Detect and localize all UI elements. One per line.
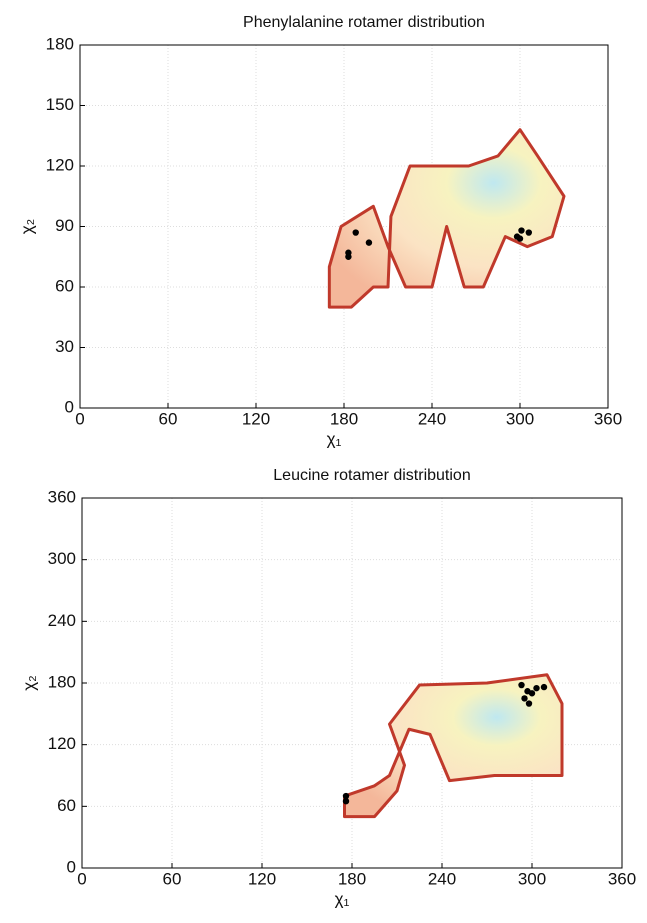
y-axis-label: χ₂: [19, 675, 38, 691]
rotamer-point: [342, 792, 350, 800]
y-tick-label: 0: [67, 857, 76, 876]
y-tick-label: 120: [48, 734, 76, 753]
x-axis-label: χ₁: [335, 889, 350, 908]
rotamer-point: [525, 700, 533, 707]
axes-frame: [81, 497, 623, 869]
y-tick-label: 30: [55, 337, 74, 356]
x-tick-label: 60: [163, 869, 182, 888]
y-tick-label: 360: [48, 487, 76, 506]
x-tick-label: 360: [594, 409, 622, 428]
x-tick-label: 180: [330, 409, 358, 428]
rotamer-point: [533, 684, 540, 692]
rotamer-point: [516, 235, 524, 242]
rotamer-point: [540, 683, 548, 691]
x-tick-label: 0: [75, 409, 84, 428]
x-tick-label: 300: [506, 409, 534, 428]
x-tick-label: 120: [248, 869, 276, 888]
y-tick-label: 180: [46, 34, 74, 53]
x-tick-label: 300: [518, 869, 546, 888]
y-tick-label: 300: [48, 549, 76, 568]
density-region: [343, 673, 564, 819]
x-axis-label: χ₁: [327, 429, 342, 448]
rotamer-point: [518, 681, 525, 689]
rotamer-point: [528, 690, 536, 697]
x-tick-label: 240: [428, 869, 456, 888]
y-axis-label: χ₂: [17, 219, 36, 235]
y-tick-label: 240: [48, 611, 76, 630]
y-tick-label: 180: [48, 672, 76, 691]
chart-title: Phenylalanine rotamer distribution: [243, 14, 485, 31]
rotamer-point: [352, 229, 359, 236]
y-tick-label: 90: [55, 216, 74, 235]
x-tick-label: 180: [338, 869, 366, 888]
rotamer-point: [521, 695, 528, 702]
rotamer-point: [345, 253, 352, 260]
x-tick-label: 360: [608, 869, 636, 888]
x-tick-label: 60: [159, 409, 178, 428]
rotamer-point: [518, 227, 525, 234]
axes-frame: [79, 44, 609, 409]
x-tick-label: 240: [418, 409, 446, 428]
y-tick-label: 120: [46, 155, 74, 174]
y-tick-label: 60: [55, 276, 74, 295]
rotamer-point: [365, 239, 373, 246]
rotamer-point: [342, 797, 350, 805]
x-tick-label: 0: [77, 869, 86, 888]
density-region: [327, 128, 566, 309]
x-tick-label: 120: [242, 409, 270, 428]
y-tick-label: 60: [57, 796, 76, 815]
chart-title: Leucine rotamer distribution: [273, 467, 470, 484]
y-tick-label: 0: [65, 397, 74, 416]
y-tick-label: 150: [46, 95, 74, 114]
rotamer-point: [525, 229, 532, 236]
